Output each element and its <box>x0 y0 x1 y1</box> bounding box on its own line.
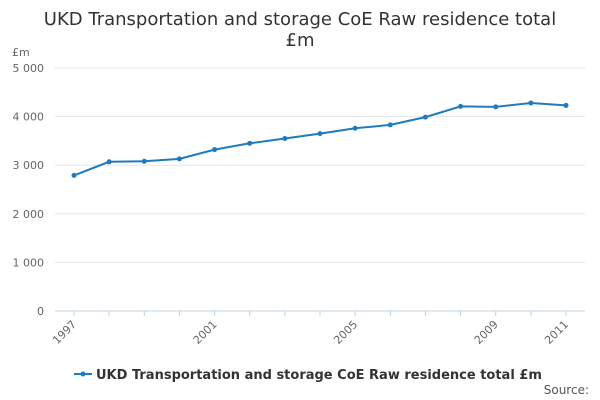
chart-title-line2: £m <box>286 30 315 51</box>
data-point[interactable] <box>141 158 147 164</box>
x-tick-label: 2009 <box>472 318 501 347</box>
data-point[interactable] <box>176 156 182 162</box>
data-point[interactable] <box>422 114 428 120</box>
gridlines <box>55 67 585 312</box>
legend-point-marker <box>80 371 86 377</box>
chart-title-line1: UKD Transportation and storage CoE Raw r… <box>44 9 556 30</box>
x-tick-label: 2001 <box>191 318 220 347</box>
data-point[interactable] <box>106 159 112 165</box>
series-line <box>73 101 567 177</box>
y-axis-unit-label: £m <box>12 46 30 59</box>
data-point[interactable] <box>563 102 569 108</box>
y-axis-ticks: 0 1 000 2 000 3 000 4 000 5 000 <box>13 62 45 318</box>
data-point[interactable] <box>528 100 534 106</box>
x-tick-label: 1997 <box>50 318 79 347</box>
y-tick-label: 4 000 <box>13 111 45 124</box>
y-tick-label: 2 000 <box>13 208 45 221</box>
y-tick-label: 5 000 <box>13 62 45 75</box>
data-point[interactable] <box>458 103 464 109</box>
x-axis-ticks: 1997 2001 2005 2009 2011 <box>50 310 585 347</box>
data-point[interactable] <box>387 122 393 128</box>
data-point[interactable] <box>247 140 253 146</box>
data-point[interactable] <box>71 172 77 178</box>
data-point[interactable] <box>493 104 499 110</box>
data-point[interactable] <box>352 125 358 131</box>
x-tick-label: 2005 <box>331 318 360 347</box>
data-point[interactable] <box>282 135 288 141</box>
legend[interactable]: UKD Transportation and storage CoE Raw r… <box>74 368 542 383</box>
source-label: Source: <box>544 383 589 397</box>
legend-label: UKD Transportation and storage CoE Raw r… <box>96 368 542 383</box>
data-point[interactable] <box>212 147 218 153</box>
series-layer <box>71 100 569 178</box>
y-tick-label: 0 <box>37 305 44 318</box>
y-tick-label: 1 000 <box>13 256 45 269</box>
data-point[interactable] <box>317 131 323 137</box>
y-tick-label: 3 000 <box>13 159 45 172</box>
x-tick-label: 2011 <box>542 318 571 347</box>
